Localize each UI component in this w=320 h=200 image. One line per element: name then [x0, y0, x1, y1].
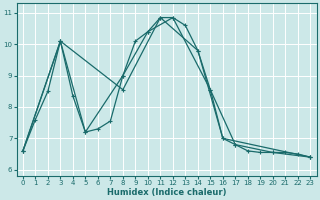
X-axis label: Humidex (Indice chaleur): Humidex (Indice chaleur): [107, 188, 226, 197]
